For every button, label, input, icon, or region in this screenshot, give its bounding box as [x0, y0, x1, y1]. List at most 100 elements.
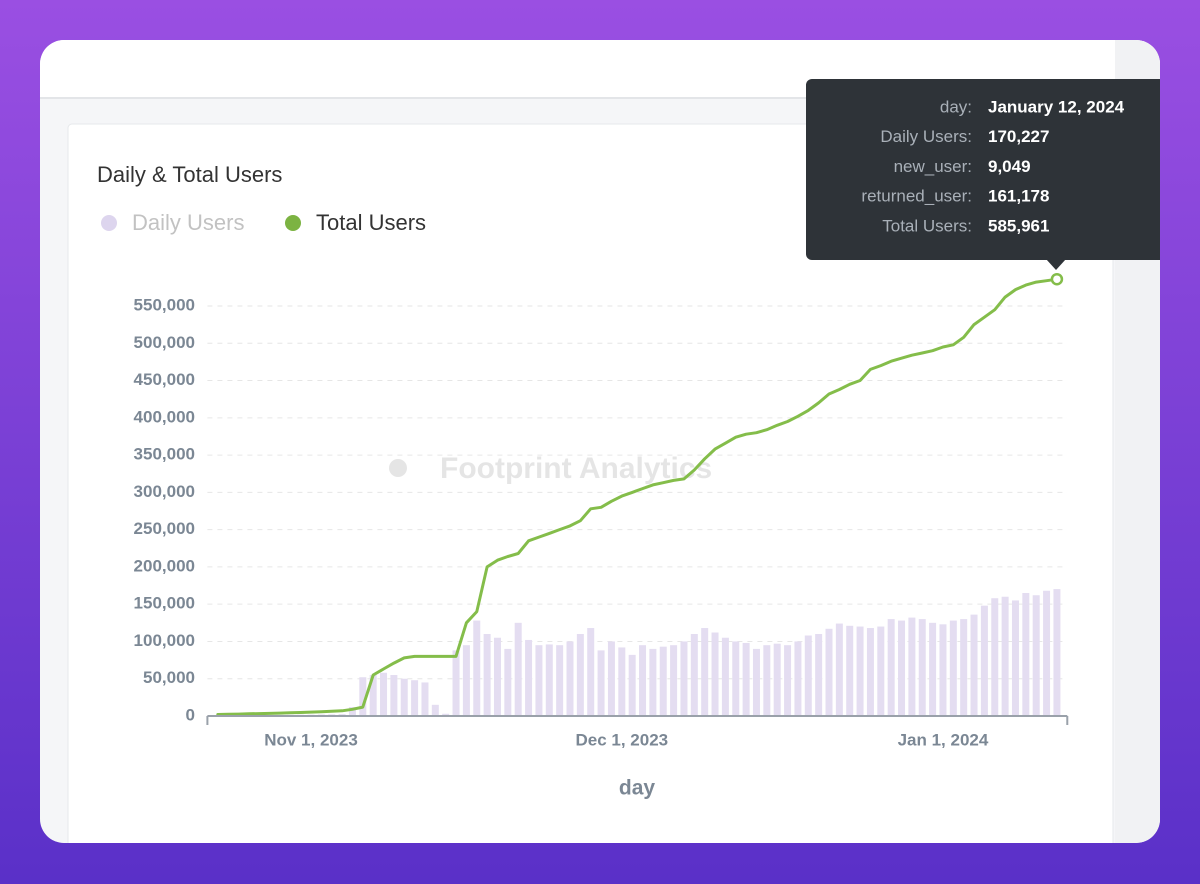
y-tick-label: 50,000	[143, 668, 195, 687]
bar	[493, 637, 501, 716]
bar	[411, 680, 419, 716]
highlight-point	[1050, 272, 1064, 286]
bar	[877, 626, 885, 716]
bar	[763, 645, 771, 716]
x-tick-label: Jan 1, 2024	[898, 730, 989, 749]
x-tick-label: Dec 1, 2023	[575, 730, 668, 749]
bar	[794, 641, 802, 716]
bar	[815, 634, 823, 716]
bar	[390, 675, 398, 716]
bar	[576, 634, 584, 716]
bar	[856, 626, 864, 716]
bar	[442, 713, 450, 716]
bar	[639, 645, 647, 716]
tooltip-label: Daily Users:	[880, 127, 972, 146]
tooltip-value: January 12, 2024	[988, 97, 1125, 116]
bar	[473, 620, 481, 716]
bar	[980, 605, 988, 716]
bar	[732, 641, 740, 716]
tooltip-value: 585,961	[988, 216, 1049, 235]
bar	[846, 625, 854, 716]
tooltip-value: 170,227	[988, 127, 1049, 146]
bar	[431, 704, 439, 716]
y-tick-label: 0	[186, 705, 195, 724]
bar	[628, 654, 636, 716]
bar	[1022, 593, 1030, 716]
bar	[566, 641, 574, 716]
tooltip-label: day:	[940, 97, 972, 116]
bar	[483, 634, 491, 716]
bar	[887, 619, 895, 716]
watermark-icon	[389, 459, 407, 477]
bar	[949, 620, 957, 716]
chart-title: Daily & Total Users	[97, 162, 282, 187]
bar	[680, 641, 688, 716]
bar	[380, 672, 388, 716]
y-tick-label: 400,000	[134, 407, 195, 426]
bar	[462, 645, 470, 716]
bar	[991, 598, 999, 716]
bar	[1043, 590, 1051, 716]
bar	[348, 707, 356, 716]
legend-marker	[285, 215, 301, 231]
y-tick-label: 100,000	[134, 631, 195, 650]
bar	[504, 648, 512, 716]
bar	[556, 645, 564, 716]
y-tick-label: 300,000	[134, 482, 195, 501]
tooltip-label: new_user:	[894, 157, 972, 176]
watermark-text: Footprint Analytics	[440, 452, 712, 485]
y-tick-label: 500,000	[134, 333, 195, 352]
bar	[525, 639, 533, 716]
bar	[659, 646, 667, 716]
bar	[607, 641, 615, 716]
legend: Daily Users Total Users	[101, 210, 426, 235]
bar	[359, 677, 367, 716]
bar	[1011, 600, 1019, 716]
bar	[1032, 595, 1040, 716]
tooltip-value: 9,049	[988, 157, 1031, 176]
bar	[690, 634, 698, 716]
bar	[1001, 596, 1009, 716]
bar	[970, 614, 978, 716]
watermark: Footprint Analytics	[389, 452, 712, 485]
bar	[784, 645, 792, 716]
x-axis-label: day	[619, 777, 656, 800]
bar	[804, 635, 812, 716]
bar	[369, 675, 377, 716]
line	[216, 277, 1059, 716]
y-tick-label: 250,000	[134, 519, 195, 538]
bar	[773, 643, 781, 716]
legend-label: Daily Users	[132, 210, 244, 235]
tooltip-arrow	[1046, 259, 1066, 270]
bar	[452, 650, 460, 716]
bar	[545, 644, 553, 716]
bar	[866, 628, 874, 716]
bar	[400, 678, 408, 716]
y-tick-label: 350,000	[134, 445, 195, 464]
y-tick-label: 150,000	[134, 594, 195, 613]
bar	[597, 650, 605, 716]
bar	[701, 628, 709, 716]
tooltip-label: Total Users:	[882, 216, 972, 235]
bar	[649, 648, 657, 716]
bar	[908, 617, 916, 716]
legend-marker	[101, 215, 117, 231]
bar	[618, 647, 626, 716]
bar	[711, 632, 719, 716]
bar	[918, 619, 926, 716]
bar	[421, 682, 429, 716]
bar	[939, 624, 947, 716]
tooltip: day: January 12, 2024 Daily Users: 170,227 n…	[806, 79, 1160, 270]
bar	[742, 642, 750, 716]
bar	[752, 648, 760, 716]
y-tick-label: 550,000	[134, 295, 195, 314]
bar	[535, 645, 543, 716]
bar	[825, 628, 833, 716]
bar	[587, 628, 595, 716]
bar	[721, 637, 729, 716]
tooltip-label: returned_user:	[861, 187, 972, 206]
legend-label: Total Users	[316, 210, 426, 235]
bar	[835, 623, 843, 716]
bar	[670, 645, 678, 716]
